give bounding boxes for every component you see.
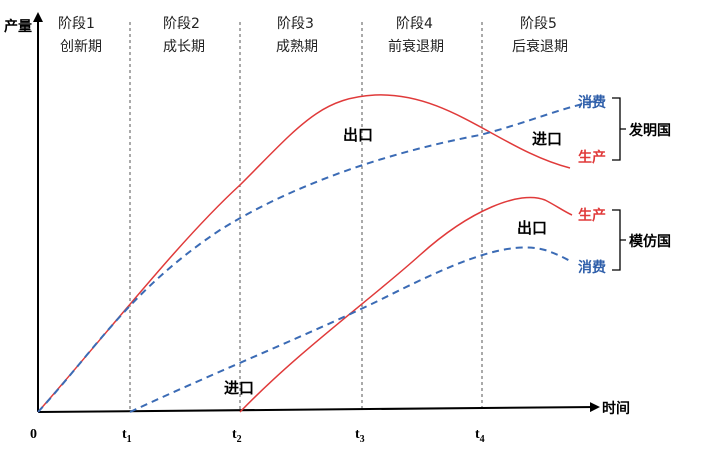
y-axis-title: 产量 [4, 18, 32, 35]
inventor-consumption-curve [37, 99, 601, 413]
imitator-import-label: 进口 [224, 379, 254, 397]
stage-3-name: 阶段3 [277, 16, 314, 32]
stage-4-desc: 前衰退期 [388, 38, 444, 55]
x-axis-title: 时间 [602, 400, 630, 417]
imitator-export-label: 出口 [517, 219, 547, 237]
stage-2-name: 阶段2 [163, 16, 200, 32]
inventor-import-label: 进口 [532, 130, 562, 148]
stage-dividers [129, 22, 483, 412]
inventor-group-label: 发明国 [628, 122, 671, 139]
tick-t2: t2 [232, 427, 242, 445]
imitator-production-label: 生产 [578, 207, 606, 224]
inventor-export-label: 出口 [343, 126, 373, 144]
inventor-consumption-label: 消费 [578, 94, 606, 111]
tick-t3: t3 [355, 427, 365, 445]
x-axis [37, 402, 600, 413]
stage-1-name: 阶段1 [58, 16, 95, 32]
stage-4-name: 阶段4 [396, 16, 433, 32]
imitator-consumption-curve [129, 246, 573, 413]
imitator-consumption-label: 消费 [578, 259, 606, 276]
imitator-group-label: 模仿国 [629, 233, 671, 250]
inventor-production-curve [37, 94, 571, 413]
tick-t4: t4 [475, 427, 485, 445]
stage-5-name: 阶段5 [520, 16, 557, 32]
stage-1-desc: 创新期 [60, 39, 102, 55]
stage-5-desc: 后衰退期 [512, 38, 568, 55]
tick-t1: t1 [122, 427, 132, 445]
stage-3-desc: 成熟期 [276, 39, 318, 55]
imitator-production-curve [239, 196, 573, 413]
imitator-brace [612, 209, 626, 271]
inventor-production-label: 生产 [578, 149, 606, 166]
stage-headers: 阶段1 创新期 阶段2 成长期 阶段3 成熟期 阶段4 前衰退期 阶段5 后衰退… [58, 16, 568, 55]
time-ticks: t1 t2 t3 t4 [122, 427, 485, 445]
inventor-brace [612, 97, 626, 161]
stage-2-desc: 成长期 [163, 39, 205, 55]
origin-label: 0 [30, 427, 37, 442]
